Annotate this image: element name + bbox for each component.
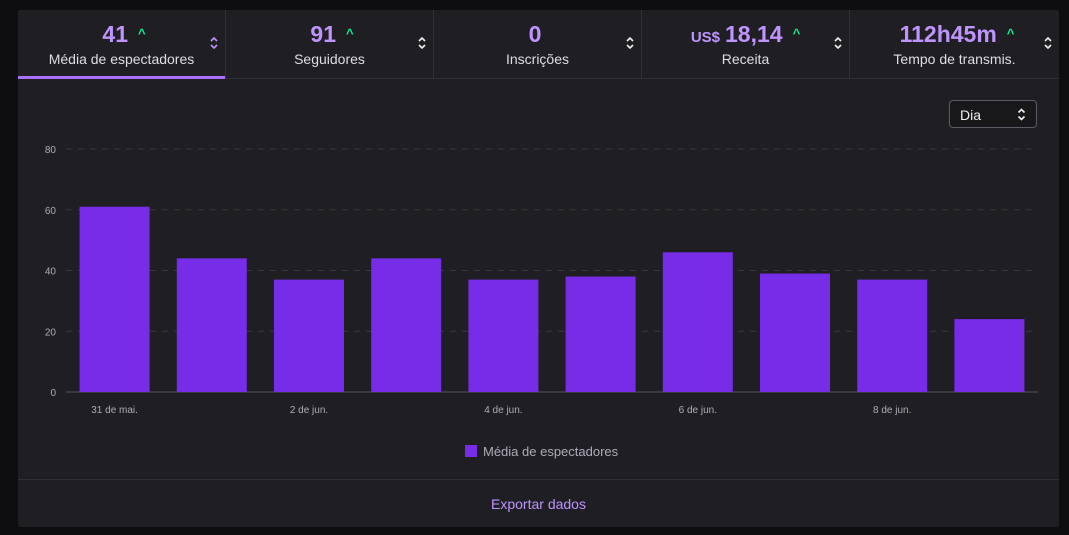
chart-area: Dia 0 20 40 60 80 31 de mai. 2 de jun. 4 de ju… (18, 79, 1059, 479)
sort-icon[interactable] (209, 36, 219, 50)
period-select-value: Dia (960, 107, 982, 123)
x-tick-label: 8 de jun. (873, 405, 911, 416)
legend-label: Média de espectadores (483, 443, 619, 459)
stat-tab-revenue[interactable]: US$ 18,14 ^ Receita (642, 10, 850, 78)
bar[interactable] (274, 279, 344, 392)
analytics-panel: 41 ^ Média de espectadores 91 ^ Seguidores… (18, 10, 1059, 527)
y-tick-label: 40 (45, 267, 57, 278)
trend-up-icon: ^ (346, 26, 354, 41)
sort-icon[interactable] (417, 36, 427, 50)
sort-icon[interactable] (1043, 36, 1053, 50)
y-tick-label: 20 (45, 327, 57, 338)
stat-label: Média de espectadores (48, 51, 195, 67)
x-tick-label: 6 de jun. (679, 405, 717, 416)
bar[interactable] (79, 206, 150, 392)
stat-label: Inscrições (505, 51, 570, 67)
export-data-button[interactable]: Exportar dados (491, 496, 586, 512)
chart-legend[interactable]: Média de espectadores (465, 443, 618, 459)
stats-tabs: 41 ^ Média de espectadores 91 ^ Seguidores… (18, 10, 1059, 79)
stat-value: US$ 18,14 ^ (690, 21, 801, 47)
stat-label: Receita (721, 51, 770, 67)
bar-chart: 0 20 40 60 80 31 de mai. 2 de jun. 4 de jun. 6 … (45, 145, 1038, 416)
stat-tab-average-viewers[interactable]: 41 ^ Média de espectadores (18, 10, 226, 79)
stat-tab-stream-time[interactable]: 112h45m ^ Tempo de transmis. (850, 10, 1059, 78)
bar[interactable] (760, 273, 830, 392)
chevron-up-down-icon (1017, 108, 1026, 121)
bar[interactable] (954, 319, 1025, 392)
stat-tab-followers[interactable]: 91 ^ Seguidores (226, 10, 434, 78)
sort-icon[interactable] (833, 36, 843, 50)
trend-up-icon: ^ (792, 26, 801, 41)
stat-label: Seguidores (294, 51, 365, 67)
stat-tab-subscriptions[interactable]: 0 Inscrições (434, 10, 642, 78)
bar[interactable] (857, 279, 928, 392)
footer: Exportar dados (18, 479, 1059, 527)
y-tick-label: 80 (45, 145, 57, 156)
bar[interactable] (468, 279, 539, 392)
legend-swatch (465, 445, 477, 457)
stat-value: 91 ^ (310, 21, 354, 47)
y-tick-label: 60 (45, 206, 57, 217)
trend-up-icon: ^ (138, 26, 146, 41)
bar[interactable] (176, 258, 247, 392)
sort-icon[interactable] (625, 36, 635, 50)
y-tick-label: 0 (50, 388, 56, 399)
stat-value: 41 ^ (102, 21, 146, 47)
bar[interactable] (565, 276, 636, 392)
stat-value: 0 (528, 21, 542, 47)
x-tick-label: 31 de mai. (91, 405, 138, 416)
period-select[interactable]: Dia (949, 100, 1037, 128)
bar[interactable] (371, 258, 442, 392)
stat-value: 112h45m ^ (899, 21, 1015, 47)
stat-label: Tempo de transmis. (893, 51, 1016, 67)
x-tick-label: 2 de jun. (290, 405, 328, 416)
trend-up-icon: ^ (1006, 26, 1015, 41)
x-tick-label: 4 de jun. (484, 405, 522, 416)
bar[interactable] (662, 252, 733, 392)
